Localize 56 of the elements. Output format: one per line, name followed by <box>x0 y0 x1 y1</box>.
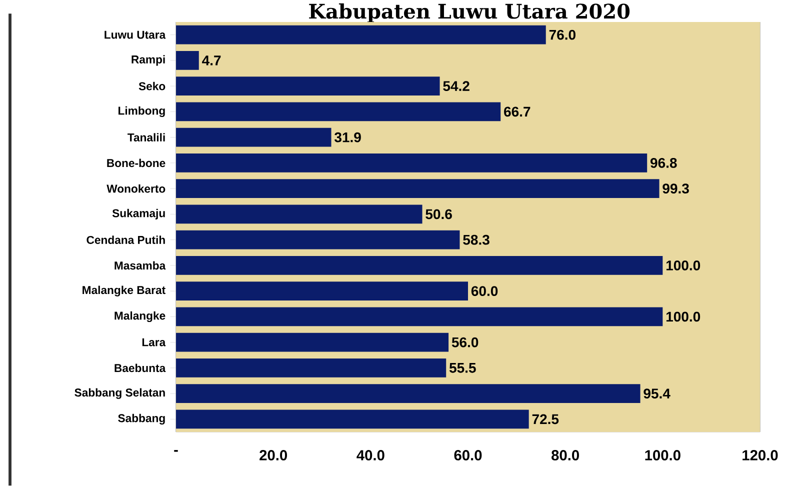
x-tick-label: - <box>174 450 178 452</box>
y-tick-label: Masamba <box>114 261 166 270</box>
x-tick-label: 40.0 <box>356 450 384 460</box>
data-label: 99.3 <box>662 184 689 194</box>
x-tick-label: 120.0 <box>742 450 778 460</box>
bar <box>176 25 546 44</box>
bar <box>176 307 663 326</box>
y-tick-label: Sukamaju <box>112 208 165 220</box>
data-label: 55.5 <box>449 363 476 373</box>
y-tick-label: Lara <box>142 338 166 346</box>
x-tick-label: 60.0 <box>454 450 482 460</box>
data-label: 96.8 <box>650 158 677 168</box>
bar <box>176 179 660 198</box>
bar <box>176 128 332 147</box>
data-label: 58.3 <box>463 234 490 245</box>
y-tick-label: Sabbang Selatan <box>74 388 165 399</box>
bar <box>176 332 449 352</box>
y-tick-label: Malangke Barat <box>82 286 166 296</box>
bar <box>176 282 468 301</box>
bar <box>176 230 460 250</box>
y-tick-label: Bone-bone <box>107 158 166 168</box>
y-tick-label: Cendana Putih <box>86 236 165 244</box>
bar <box>176 102 501 122</box>
data-label: 31.9 <box>334 132 361 142</box>
y-tick-label: Luwu Utara <box>104 30 166 39</box>
data-label: 72.5 <box>532 414 559 424</box>
data-label: 4.7 <box>202 56 221 66</box>
x-tick-label: 20.0 <box>260 450 287 460</box>
y-tick-label: Seko <box>138 82 166 90</box>
bar <box>176 153 648 172</box>
x-tick-label: 80.0 <box>552 450 579 460</box>
bar <box>176 384 640 404</box>
data-label: 95.4 <box>644 388 670 399</box>
y-tick-label: Tanalili <box>128 133 165 142</box>
data-label: 100.0 <box>666 260 700 270</box>
bar <box>176 204 422 224</box>
x-tick-label: 100.0 <box>645 450 680 460</box>
bar <box>176 358 446 378</box>
data-label: 66.7 <box>504 106 530 117</box>
y-tick-label: Wonokerto <box>106 184 166 193</box>
data-label: 54.2 <box>443 81 470 92</box>
y-tick-label: Baebunta <box>114 364 166 372</box>
y-tick-label: Limbong <box>118 106 165 117</box>
data-label: 100.0 <box>666 312 700 322</box>
bar <box>176 76 440 96</box>
y-tick-label: Rampi <box>132 55 165 66</box>
bar <box>176 256 663 275</box>
y-tick-label: Sabbang <box>118 414 165 424</box>
chart-title: Kabupaten Luwu Utara 2020 <box>309 3 630 23</box>
data-label: 56.0 <box>452 337 478 348</box>
data-label: 76.0 <box>549 30 576 40</box>
bar <box>176 50 199 70</box>
data-label: 50.6 <box>426 209 452 220</box>
bar <box>176 410 529 429</box>
data-label: 60.0 <box>471 286 498 296</box>
y-tick-label: Malangke <box>114 311 166 322</box>
